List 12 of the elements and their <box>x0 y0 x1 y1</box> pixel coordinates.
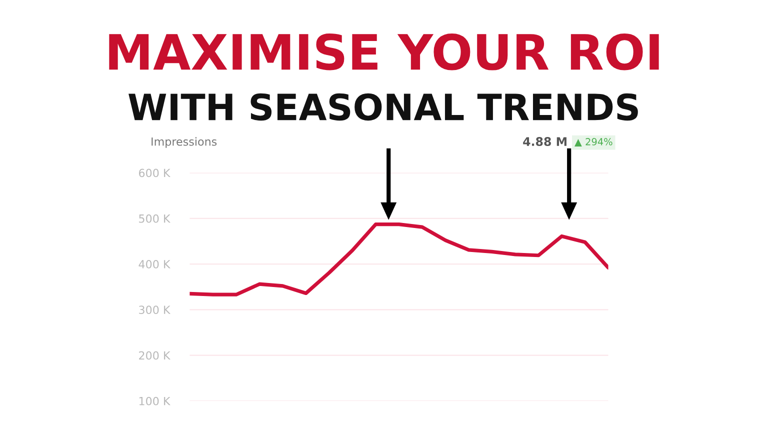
y-axis-title: Impressions <box>152 137 217 148</box>
y-tick-label: 300 K <box>139 306 170 314</box>
y-tick-label: 500 K <box>139 214 170 223</box>
text: 4.88 M <box>523 137 566 146</box>
y-tick-label: 400 K <box>138 260 170 268</box>
y-tick-label: 200 K <box>139 351 170 360</box>
chart-title: MAXIMISE YOUR ROI <box>109 33 659 70</box>
y-tick-label: 600 K <box>139 168 170 178</box>
y-tick-label: 100 K <box>139 396 170 406</box>
chart-subtitle: WITH SEASONAL TRENDS <box>128 93 638 121</box>
text: ▲ 294% <box>574 138 612 146</box>
line-series <box>190 222 608 296</box>
